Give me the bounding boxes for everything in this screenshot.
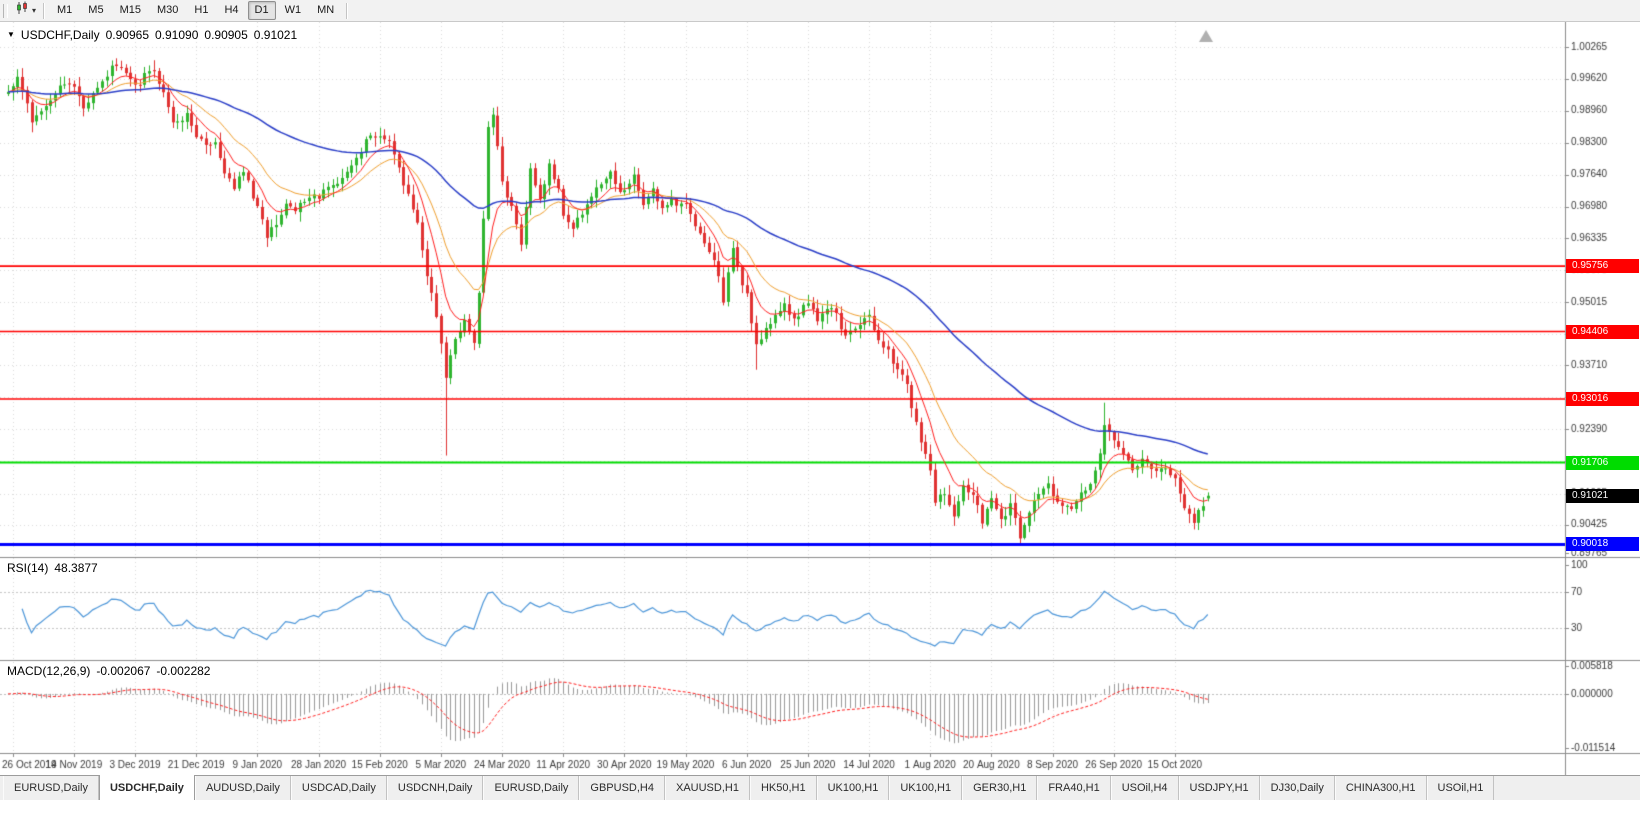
chart-tab-gbpusd-h4[interactable]: GBPUSD,H4 [579, 776, 665, 800]
last-price-text: 0.91021 [1572, 490, 1609, 501]
timeframe-button-h4[interactable]: H4 [224, 4, 239, 16]
timeframe-buttons-group: M1 M5 M15 M30 H1 H4 D1 W1 MN [49, 1, 342, 20]
macd-signal-value: -0.002282 [156, 664, 211, 678]
toolbar-grip-handle[interactable] [3, 3, 8, 18]
timeframe-button-mn[interactable]: MN [317, 4, 335, 16]
ohlc-high-value: 0.91090 [155, 28, 199, 42]
chart-tab-audusd-daily[interactable]: AUDUSD,Daily [194, 776, 291, 800]
chart-tab-xauusd-h1[interactable]: XAUUSD,H1 [664, 776, 750, 800]
resistance-level-badge[interactable]: 0.93016 [1566, 392, 1639, 406]
macd-name: MACD(12,26,9) [7, 664, 91, 678]
one-click-trading-toggle-icon[interactable]: ▼ [7, 30, 15, 39]
chart-tab-usdchf-daily[interactable]: USDCHF,Daily [98, 775, 195, 800]
chart-symbol-label: USDCHF,Daily [20, 28, 100, 42]
level-price-text: 0.93016 [1572, 393, 1609, 404]
chart-tab-uk100-h1[interactable]: UK100,H1 [889, 776, 963, 800]
level-price-text: 0.90018 [1572, 538, 1609, 549]
rsi-current-value: 48.3877 [54, 561, 98, 575]
level-price-text: 0.91706 [1572, 457, 1609, 468]
chart-tab-eurusd-daily[interactable]: EURUSD,Daily [3, 776, 99, 800]
chart-tab-dj30-daily[interactable]: DJ30,Daily [1259, 776, 1335, 800]
chart-tab-usdcad-daily[interactable]: USDCAD,Daily [290, 776, 387, 800]
chart-tab-ger30-h1[interactable]: GER30,H1 [962, 776, 1038, 800]
dropdown-caret-icon: ▾ [32, 5, 37, 15]
price-chart-canvas[interactable] [0, 22, 1640, 775]
macd-current-value: -0.002067 [96, 664, 151, 678]
ohlc-close-value: 0.91021 [253, 28, 298, 42]
toolbar-separator [43, 2, 46, 19]
chart-window[interactable]: ▼ USDCHF,Daily 0.90965 0.91090 0.90905 0… [0, 22, 1640, 775]
resistance-level-badge[interactable]: 0.95756 [1566, 259, 1639, 273]
chart-tab-fra40-h1[interactable]: FRA40,H1 [1037, 776, 1111, 800]
timeframe-button-m1[interactable]: M1 [57, 4, 73, 16]
toolbar-separator [346, 2, 349, 19]
candlestick-chart-icon [15, 1, 30, 20]
resistance-level-badge[interactable]: 0.94406 [1566, 325, 1639, 339]
chart-tab-uk100-h1[interactable]: UK100,H1 [816, 776, 890, 800]
chart-tab-hk50-h1[interactable]: HK50,H1 [749, 776, 817, 800]
level-price-text: 0.95756 [1572, 260, 1609, 271]
chart-tab-usdjpy-h1[interactable]: USDJPY,H1 [1178, 776, 1260, 800]
rsi-indicator-label: RSI(14) 48.3877 [7, 561, 98, 575]
last-price-badge: 0.91021 [1566, 489, 1639, 503]
chart-type-button[interactable]: ▾ [12, 0, 39, 21]
support-level-badge[interactable]: 0.91706 [1566, 456, 1639, 470]
macd-indicator-label: MACD(12,26,9) -0.002067 -0.002282 [7, 664, 210, 678]
timeframe-button-d1[interactable]: D1 [247, 1, 276, 20]
rsi-name: RSI(14) [7, 561, 49, 575]
chart-tab-eurusd-daily[interactable]: EURUSD,Daily [483, 776, 580, 800]
timeframe-button-m15[interactable]: M15 [119, 4, 141, 16]
support-level-badge[interactable]: 0.90018 [1566, 537, 1639, 551]
ohlc-open-value: 0.90965 [105, 28, 149, 42]
timeframes-toolbar: ▾ M1 M5 M15 M30 H1 H4 D1 W1 MN [0, 0, 1640, 22]
window-bottom-space [0, 800, 1640, 839]
chart-tab-usoil-h4[interactable]: USOil,H4 [1110, 776, 1179, 800]
timeframe-button-h1[interactable]: H1 [194, 4, 209, 16]
timeframe-button-w1[interactable]: W1 [284, 4, 302, 16]
ohlc-low-value: 0.90905 [204, 28, 248, 42]
timeframe-button-m30[interactable]: M30 [156, 4, 179, 16]
level-price-text: 0.94406 [1572, 326, 1609, 337]
chart-tab-usdcnh-daily[interactable]: USDCNH,Daily [386, 776, 484, 800]
chart-tab-usoil-h1[interactable]: USOil,H1 [1426, 776, 1495, 800]
chart-title: ▼ USDCHF,Daily 0.90965 0.91090 0.90905 0… [7, 28, 297, 42]
timeframe-button-m5[interactable]: M5 [88, 4, 104, 16]
chart-tab-china300-h1[interactable]: CHINA300,H1 [1334, 776, 1427, 800]
chart-tabs-bar: EURUSD,Daily USDCHF,Daily AUDUSD,Daily USDC… [0, 775, 1640, 800]
